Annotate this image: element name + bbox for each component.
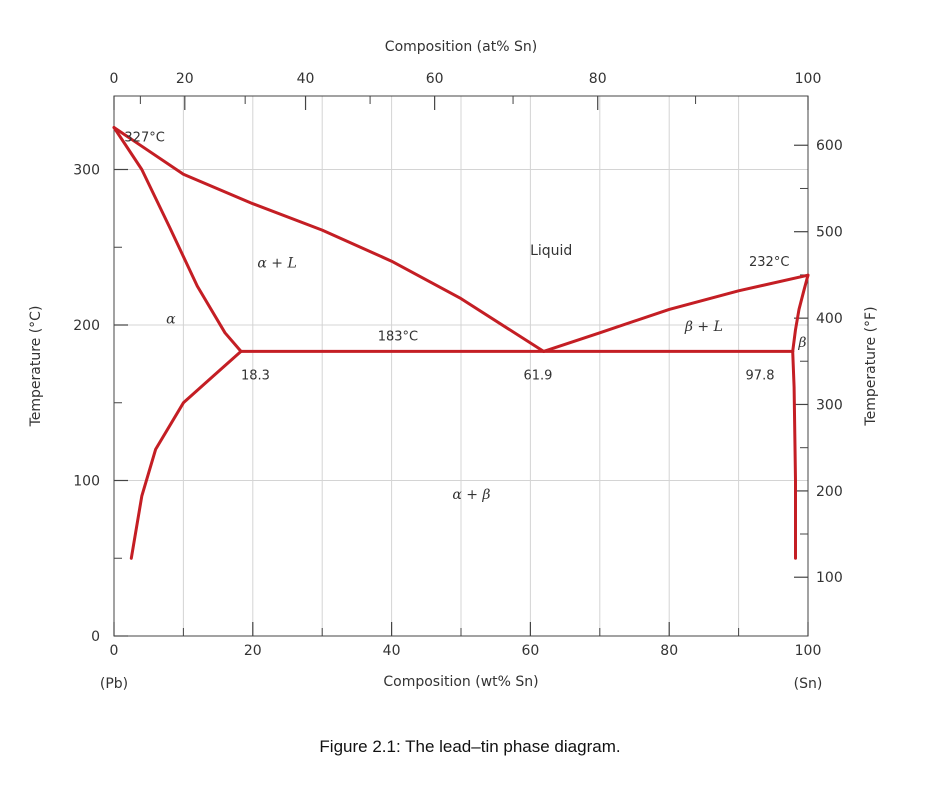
y-axis-title: Temperature (°C) bbox=[28, 306, 44, 428]
y-tick-label: 300 bbox=[73, 163, 100, 179]
x-end-label-left: (Pb) bbox=[100, 676, 128, 692]
x2-tick-label: 80 bbox=[589, 71, 607, 87]
annotation: 183°C bbox=[378, 330, 418, 345]
x2-tick-label: 60 bbox=[426, 71, 444, 87]
x-tick-label: 40 bbox=[383, 643, 401, 659]
x-tick-label: 20 bbox=[244, 643, 262, 659]
y2-tick-label: 100 bbox=[816, 570, 843, 586]
x2-tick-label: 20 bbox=[176, 71, 194, 87]
annotation: 232°C bbox=[749, 255, 789, 270]
region-label: Liquid bbox=[530, 243, 572, 259]
phase-boundary-2 bbox=[542, 273, 810, 353]
phase-boundary-5 bbox=[791, 349, 797, 560]
x-tick-label: 0 bbox=[110, 643, 119, 659]
phase-boundary-4 bbox=[129, 349, 243, 560]
y2-axis-title: Temperature (°F) bbox=[863, 306, 879, 426]
region-label: β + L bbox=[684, 319, 723, 335]
labels: 0 20 40 60 80 100 (Pb) (Sn) Composition (wt% Sn)… bbox=[28, 39, 879, 692]
grid bbox=[114, 96, 808, 636]
y-tick-label: 0 bbox=[91, 629, 100, 645]
annotation: 327°C bbox=[124, 131, 164, 146]
region-label: α + β bbox=[452, 487, 490, 503]
region-label: α bbox=[166, 311, 176, 327]
x-end-label-right: (Sn) bbox=[794, 676, 823, 692]
phase-boundary-0 bbox=[112, 126, 243, 353]
phase-boundaries bbox=[112, 126, 810, 560]
axes bbox=[113, 95, 809, 637]
x2-tick-label: 0 bbox=[110, 71, 119, 87]
y-tick-label: 200 bbox=[73, 318, 100, 334]
y2-tick-label: 600 bbox=[816, 138, 843, 154]
y2-tick-label: 500 bbox=[816, 225, 843, 241]
x-tick-label: 60 bbox=[521, 643, 539, 659]
x-tick-label: 100 bbox=[795, 643, 822, 659]
y-tick-label: 100 bbox=[73, 474, 100, 490]
y2-tick-label: 200 bbox=[816, 484, 843, 500]
x2-axis-title: Composition (at% Sn) bbox=[385, 39, 537, 55]
x-tick-label: 80 bbox=[660, 643, 678, 659]
x2-tick-label: 40 bbox=[297, 71, 315, 87]
y2-tick-label: 400 bbox=[816, 311, 843, 327]
figure-caption: Figure 2.1: The lead–tin phase diagram. bbox=[319, 737, 621, 756]
annotation: 61.9 bbox=[523, 368, 552, 383]
region-label: β bbox=[797, 335, 806, 351]
region-label: α + L bbox=[257, 255, 296, 271]
annotation: 18.3 bbox=[241, 368, 270, 383]
x2-tick-label: 100 bbox=[795, 71, 822, 87]
annotation: 97.8 bbox=[746, 368, 775, 383]
x-axis-title: Composition (wt% Sn) bbox=[383, 674, 538, 690]
y2-tick-label: 300 bbox=[816, 397, 843, 413]
phase-boundary-1 bbox=[112, 126, 546, 353]
phase-boundary-3 bbox=[791, 273, 810, 353]
